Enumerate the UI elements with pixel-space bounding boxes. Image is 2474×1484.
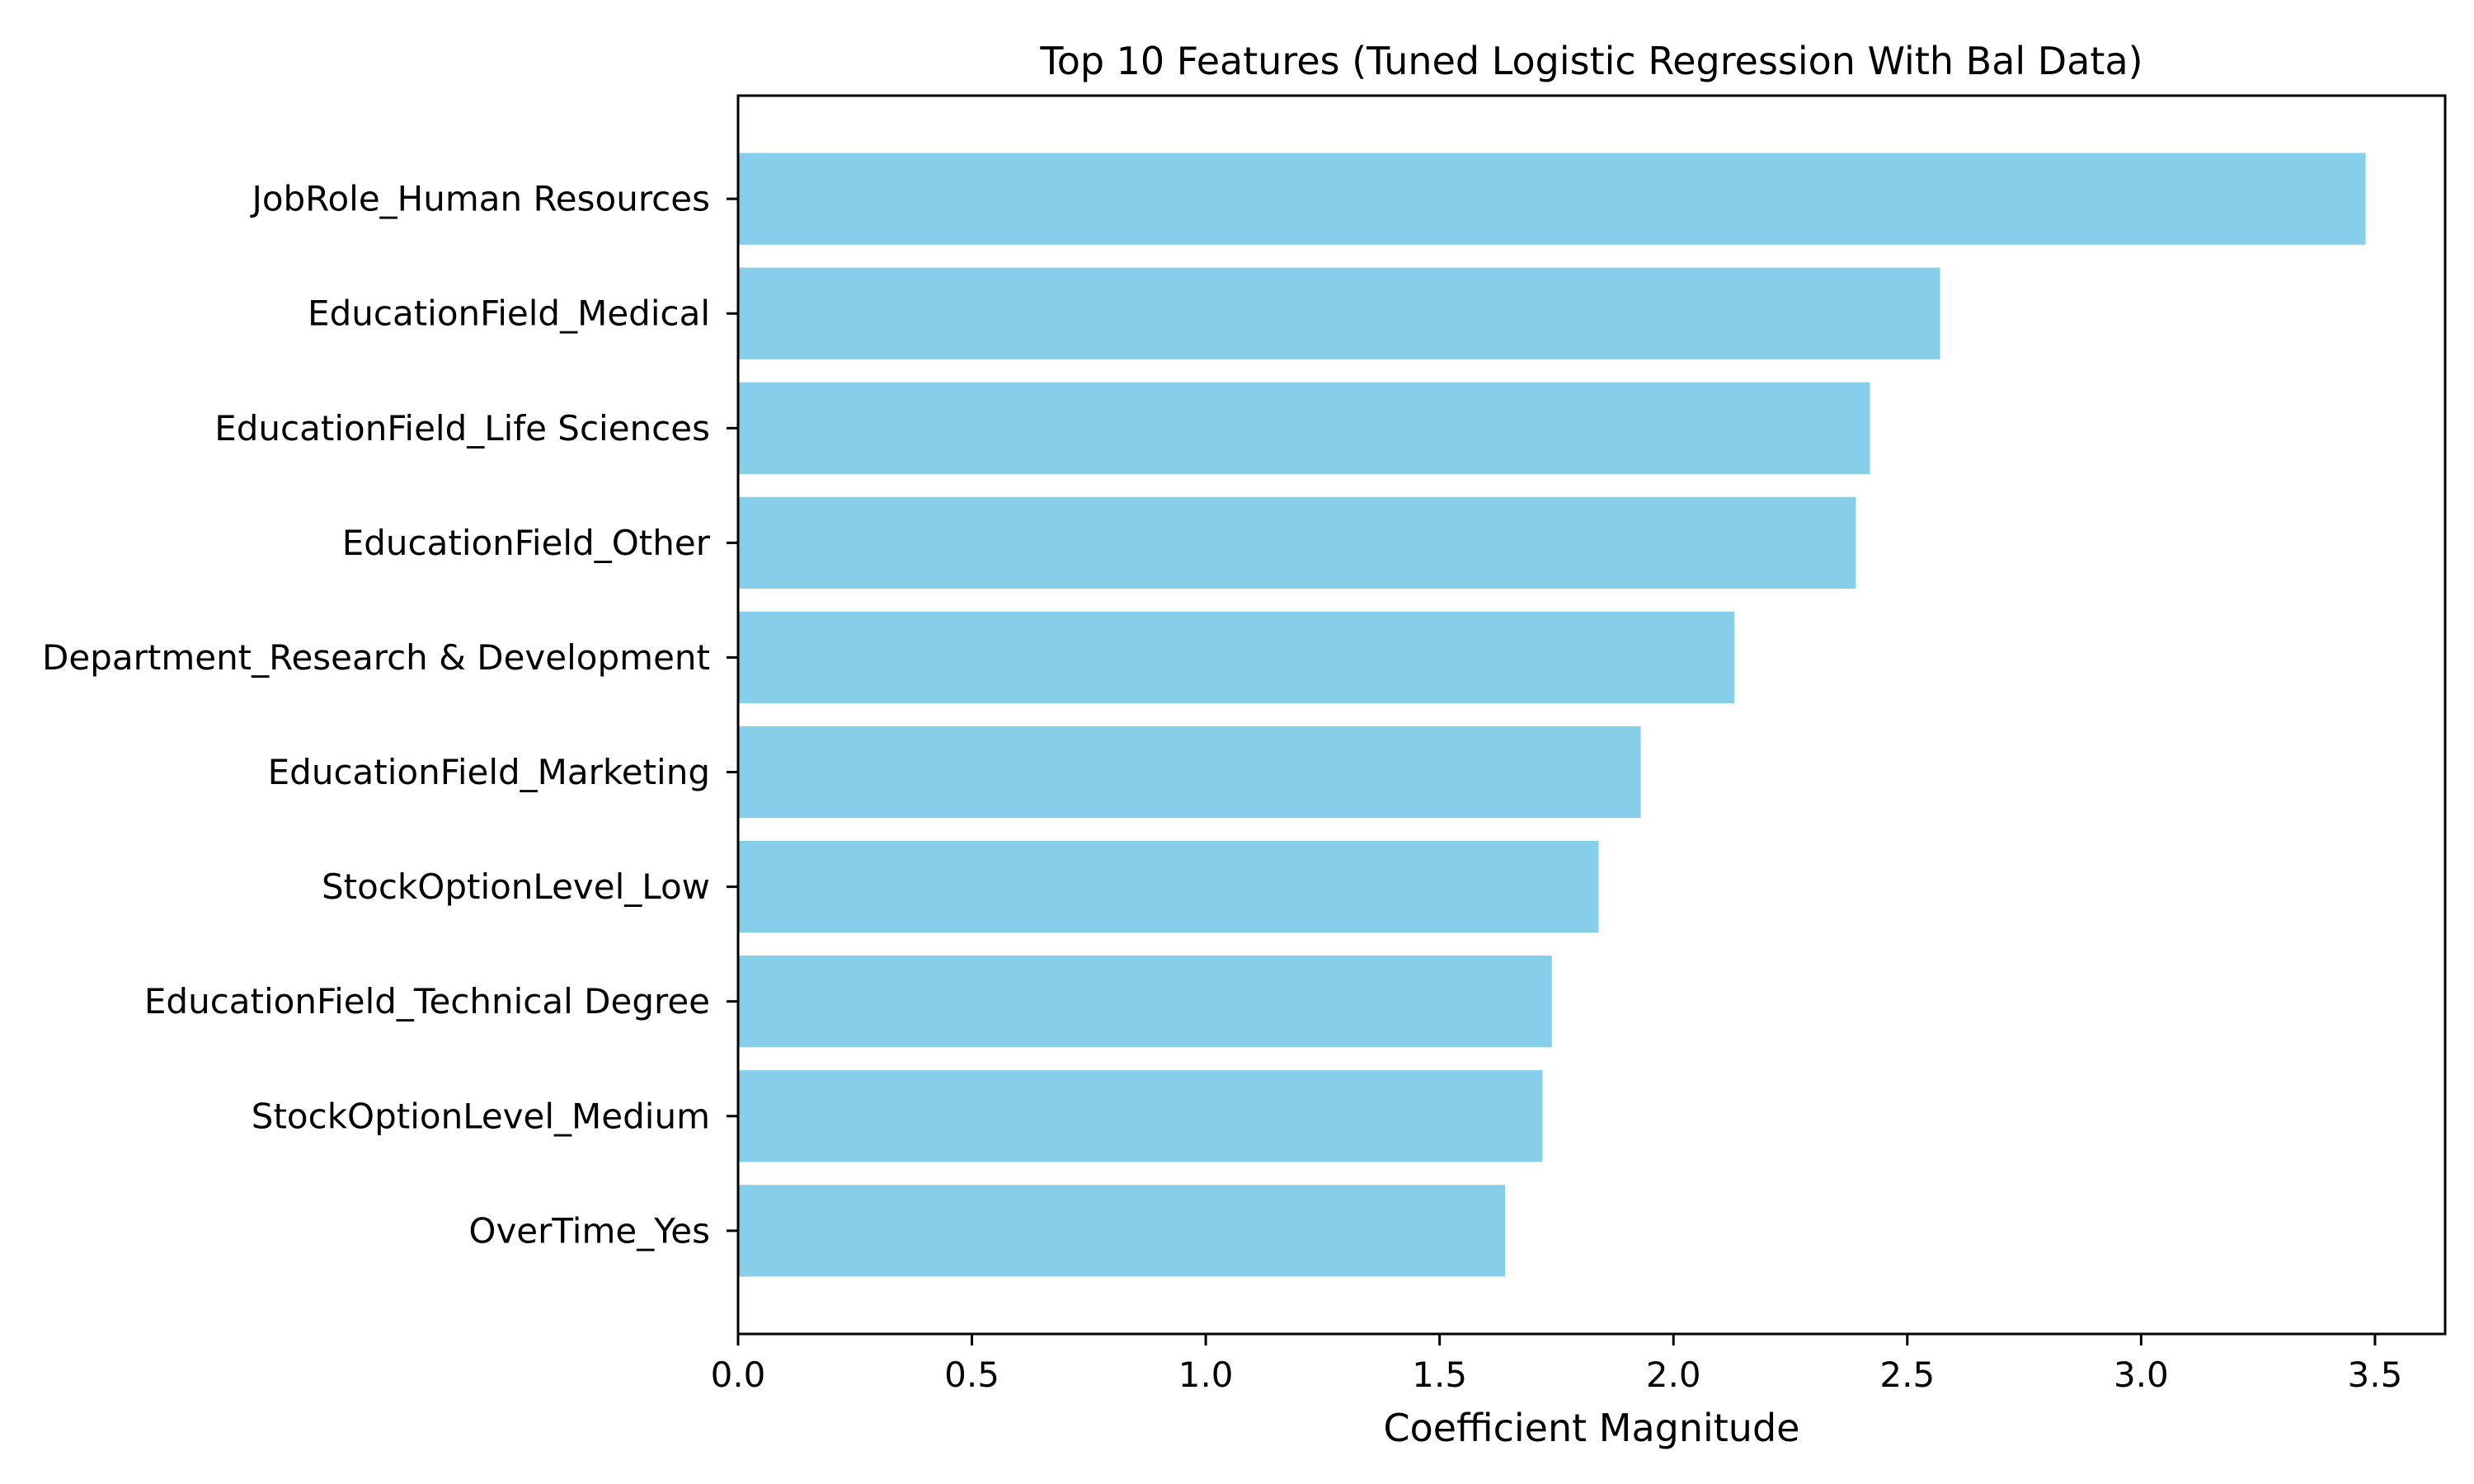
x-axis-title: Coefficient Magnitude [1384,1406,1800,1450]
y-axis-ticks: JobRole_Human Resources EducationField_Me… [42,179,738,1251]
bar [738,726,1641,819]
x-tick-label: 0.5 [944,1355,999,1395]
y-tick-label: EducationField_Medical [308,294,710,334]
bar [738,267,1940,359]
y-tick-label: EducationField_Technical Degree [144,981,710,1021]
bar [738,956,1552,1048]
x-tick-label: 1.0 [1178,1355,1234,1395]
x-tick-label: 1.5 [1412,1355,1467,1395]
x-axis-ticks: 0.0 0.5 1.0 1.5 2.0 2.5 3.0 3.5 [711,1334,2403,1395]
plot-frame [736,94,2447,1336]
x-tick-label: 3.5 [2348,1355,2403,1395]
bar [738,1185,1506,1277]
bar [738,611,1734,704]
y-tick-label: StockOptionLevel_Low [322,866,710,907]
bar [738,1070,1543,1162]
y-tick-label: EducationField_Marketing [268,752,710,792]
bar [738,153,2366,245]
x-tick-label: 2.0 [1646,1355,1701,1395]
y-tick-label: Department_Research & Development [42,637,710,678]
chart-title: Top 10 Features (Tuned Logistic Regressi… [1039,39,2142,83]
bar [738,840,1599,933]
bar [738,382,1870,474]
bars-group [738,153,2366,1277]
y-tick-label: JobRole_Human Resources [249,179,710,219]
y-tick-label: OverTime_Yes [468,1210,710,1251]
x-tick-label: 2.5 [1879,1355,1935,1395]
y-tick-label: EducationField_Other [342,523,711,563]
x-tick-label: 0.0 [711,1355,766,1395]
x-tick-label: 3.0 [2114,1355,2169,1395]
y-tick-label: StockOptionLevel_Medium [252,1096,710,1136]
bar [738,496,1856,589]
y-tick-label: EducationField_Life Sciences [214,408,710,448]
